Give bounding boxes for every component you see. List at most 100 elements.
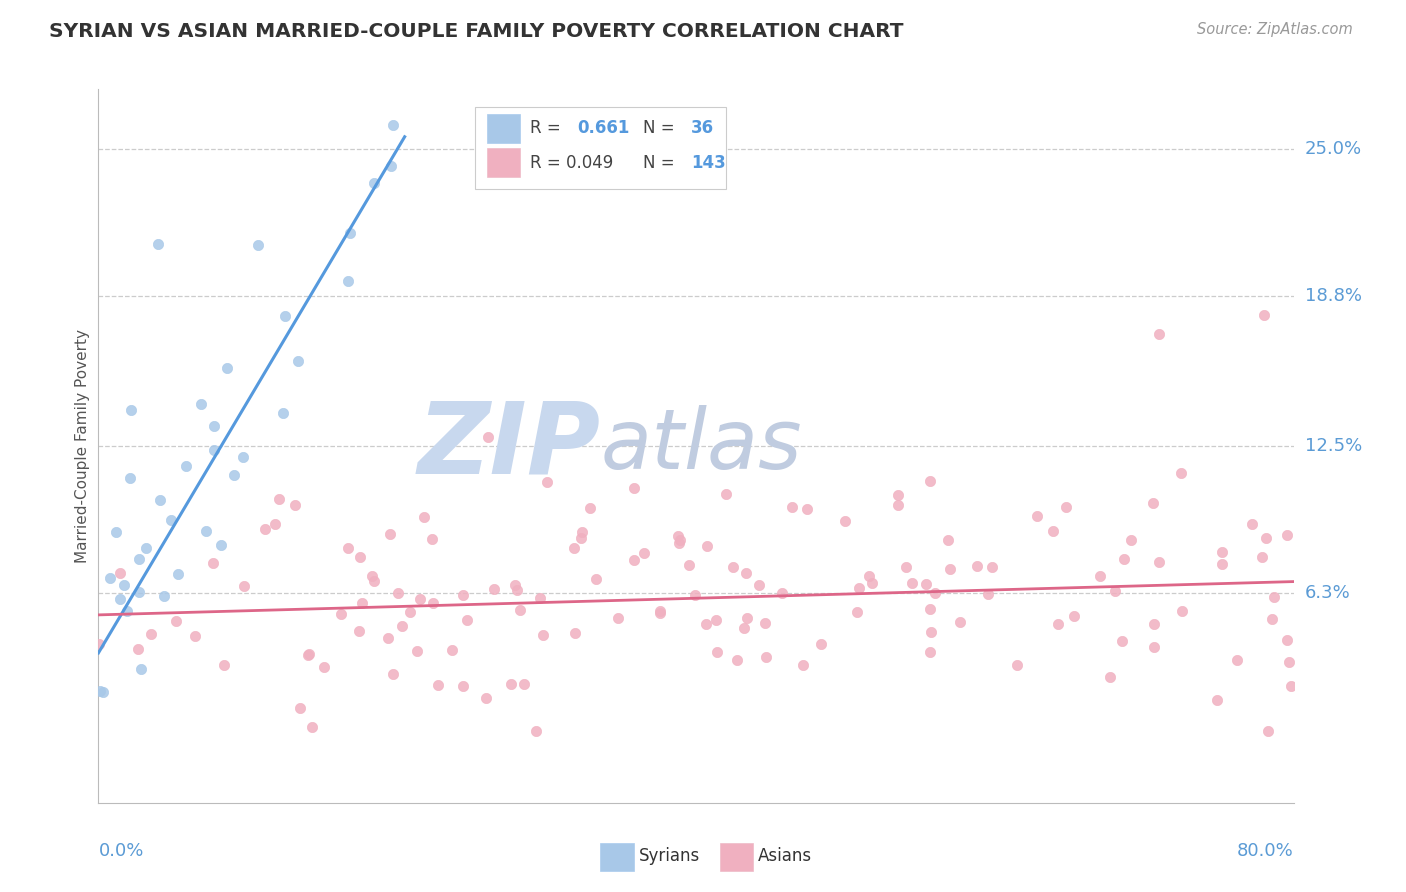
Point xyxy=(623,481,645,495)
Text: atlas: atlas xyxy=(600,406,801,486)
Point xyxy=(264,517,287,532)
Point xyxy=(981,559,1004,574)
Point xyxy=(349,624,371,639)
Point xyxy=(1143,616,1166,631)
Point xyxy=(330,607,353,621)
Text: Syrians: Syrians xyxy=(638,847,700,865)
Point xyxy=(633,546,655,560)
FancyBboxPatch shape xyxy=(486,114,520,143)
Text: SYRIAN VS ASIAN MARRIED-COUPLE FAMILY POVERTY CORRELATION CHART: SYRIAN VS ASIAN MARRIED-COUPLE FAMILY PO… xyxy=(49,22,904,41)
Point xyxy=(409,591,432,606)
Point xyxy=(422,596,444,610)
Point xyxy=(509,603,531,617)
Point xyxy=(668,535,690,549)
Point xyxy=(224,467,246,482)
Point xyxy=(918,601,941,615)
Point xyxy=(274,309,297,323)
Point xyxy=(120,403,142,417)
Point xyxy=(115,604,138,618)
Point xyxy=(755,649,778,664)
Point xyxy=(360,569,382,583)
Point xyxy=(862,576,884,591)
Point xyxy=(339,226,361,240)
Point xyxy=(887,488,910,502)
Point xyxy=(453,588,475,602)
Point xyxy=(1278,656,1301,670)
Point xyxy=(1170,466,1192,480)
Point xyxy=(1257,724,1279,739)
Point xyxy=(585,572,607,586)
Point xyxy=(349,549,371,564)
Point xyxy=(977,587,1000,601)
Point xyxy=(562,541,585,555)
Point xyxy=(477,430,499,444)
FancyBboxPatch shape xyxy=(475,107,725,189)
Point xyxy=(87,637,110,651)
Point xyxy=(214,658,236,673)
Point xyxy=(734,566,756,581)
Point xyxy=(1263,590,1285,604)
Point xyxy=(1121,533,1143,547)
Point xyxy=(1241,517,1264,532)
Point xyxy=(1063,609,1085,624)
Point xyxy=(267,492,290,507)
Text: N =: N = xyxy=(644,120,681,137)
Point xyxy=(918,474,941,488)
Point xyxy=(666,529,689,543)
Point xyxy=(1254,532,1277,546)
Point xyxy=(159,513,181,527)
Point xyxy=(683,588,706,602)
Point xyxy=(695,617,717,632)
Point xyxy=(748,577,770,591)
Point xyxy=(451,680,474,694)
Text: 18.8%: 18.8% xyxy=(1305,287,1361,305)
Point xyxy=(1251,549,1274,564)
Point xyxy=(1026,508,1049,523)
Point xyxy=(363,574,385,589)
Text: 12.5%: 12.5% xyxy=(1305,437,1362,455)
Point xyxy=(536,475,558,489)
Point xyxy=(1171,604,1194,618)
Point xyxy=(936,533,959,548)
Point xyxy=(966,558,988,573)
Point xyxy=(1253,308,1275,322)
Point xyxy=(1054,500,1077,515)
Point xyxy=(406,644,429,658)
Text: R = 0.049: R = 0.049 xyxy=(530,153,613,171)
Point xyxy=(845,605,868,619)
Point xyxy=(1099,669,1122,683)
Point xyxy=(174,459,197,474)
Point xyxy=(924,586,946,600)
Point xyxy=(184,629,207,643)
Point xyxy=(669,533,692,547)
Point xyxy=(91,685,114,699)
Point xyxy=(810,637,832,651)
Point xyxy=(564,626,586,640)
Point xyxy=(529,591,551,605)
Point xyxy=(287,353,309,368)
Point xyxy=(98,571,121,585)
Point xyxy=(215,361,238,376)
Point xyxy=(894,560,917,574)
Point xyxy=(938,562,960,576)
Point xyxy=(112,578,135,592)
Point xyxy=(382,118,405,132)
Point xyxy=(482,582,505,596)
Point xyxy=(105,525,128,540)
Text: 25.0%: 25.0% xyxy=(1305,140,1362,158)
Point xyxy=(792,658,814,673)
Point xyxy=(1279,679,1302,693)
Point xyxy=(513,677,536,691)
Point xyxy=(920,624,942,639)
Point xyxy=(1088,569,1111,583)
Point xyxy=(834,515,856,529)
Point xyxy=(1211,545,1233,559)
Point xyxy=(127,642,149,657)
Point xyxy=(128,585,150,599)
Point xyxy=(253,522,276,536)
Point xyxy=(440,642,463,657)
Text: Asians: Asians xyxy=(758,847,813,865)
Point xyxy=(298,647,321,661)
Point xyxy=(918,645,941,659)
Point xyxy=(1005,657,1028,672)
